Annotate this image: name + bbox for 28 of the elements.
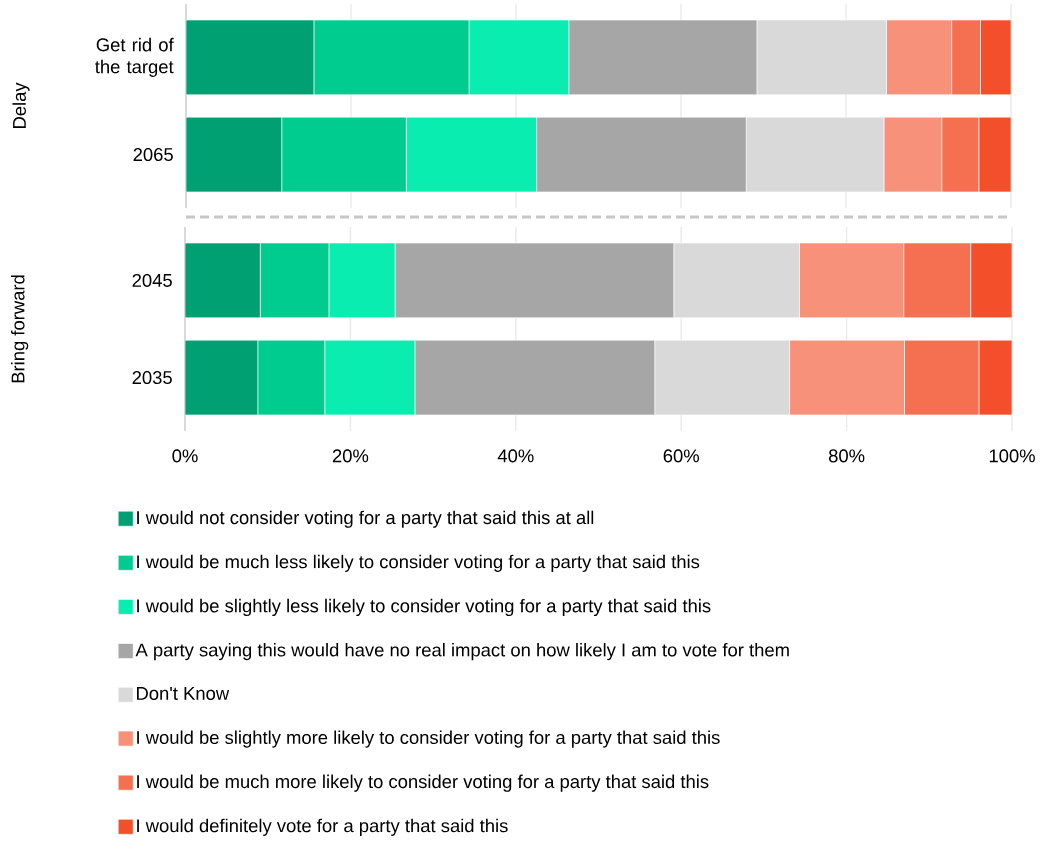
y-axis-title: Bring forward: [11, 275, 29, 383]
bar: [186, 116, 283, 193]
x-tick-label: 60%: [663, 449, 699, 463]
x-tick-label: 80%: [828, 449, 865, 463]
bar: [185, 242, 261, 319]
legend-label: I would be slightly more likely to consider voting for a party that said this: [137, 730, 720, 748]
legend-label: I would not consider voting for a party that said this at all: [137, 510, 594, 528]
x-tick-label: 20%: [332, 449, 369, 463]
x-tick-label: 100%: [989, 449, 1035, 463]
y-tick-label: 2035: [132, 371, 172, 385]
y-tick-label: 2065: [133, 148, 173, 162]
legend-label: Don't Know: [137, 687, 230, 700]
legend-label: I would be slightly less likely to consider voting for a party that said this: [137, 598, 711, 617]
legend-label: A party saying this would have no real impact on how likely I am to vote for them: [135, 642, 789, 661]
bar: [978, 116, 1012, 193]
legend-label: I would be much less likely to consider voting for a party that said this: [137, 554, 700, 572]
x-tick-label: 40%: [497, 449, 534, 463]
legend-label: I would definitely vote for a party that said this: [137, 818, 508, 836]
bar: [970, 242, 1013, 319]
y-axis-title: Delay: [12, 82, 30, 129]
bar: [978, 339, 1013, 416]
bar: [185, 339, 259, 416]
y-tick-label: Get rid of the target: [95, 37, 174, 77]
bar: [186, 19, 315, 96]
x-tick-label: 0%: [172, 449, 198, 463]
legend-label: I would be much more likely to consider voting for a party that said this: [137, 774, 709, 792]
bar: [980, 19, 1012, 96]
y-tick-label: 2045: [132, 273, 172, 287]
